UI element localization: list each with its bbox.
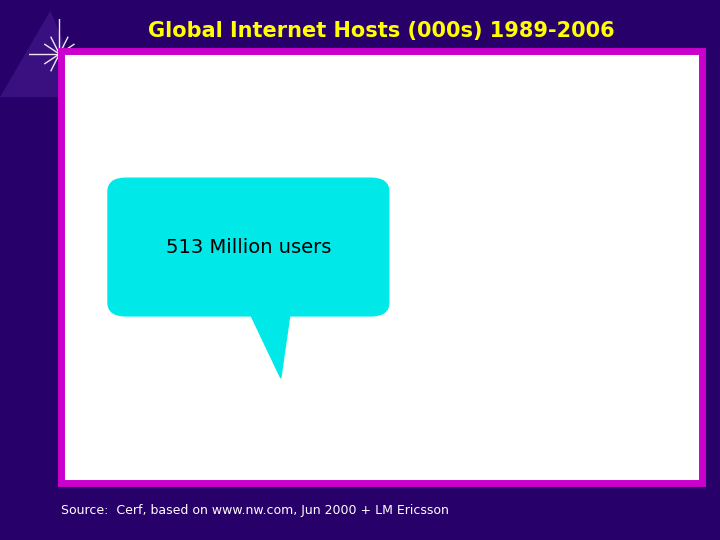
Bar: [522, 411, 534, 429]
Bar: [228, 428, 239, 429]
Bar: [447, 388, 459, 429]
Polygon shape: [245, 302, 292, 378]
Bar: [585, 294, 597, 429]
Bar: [416, 403, 428, 429]
Bar: [353, 415, 365, 429]
Text: 513 Million users: 513 Million users: [166, 238, 331, 256]
Bar: [648, 215, 660, 429]
FancyBboxPatch shape: [108, 178, 389, 316]
Bar: [573, 301, 585, 429]
Bar: [667, 242, 680, 429]
Bar: [605, 302, 616, 429]
Bar: [491, 417, 503, 429]
Text: Global Internet Hosts (000s) 1989-2006: Global Internet Hosts (000s) 1989-2006: [148, 21, 615, 42]
Bar: [459, 428, 472, 429]
Bar: [510, 340, 522, 429]
Bar: [636, 242, 648, 429]
Bar: [680, 108, 691, 429]
Bar: [479, 368, 491, 429]
Bar: [258, 427, 271, 429]
Bar: [384, 411, 397, 429]
Legend: hosts, mobiles?: hosts, mobiles?: [218, 362, 382, 388]
Bar: [290, 425, 302, 429]
Bar: [541, 302, 554, 429]
Text: Source:  Cerf, based on www.nw.com, Jun 2000 + LM Ericsson: Source: Cerf, based on www.nw.com, Jun 2…: [61, 504, 449, 517]
Bar: [554, 392, 566, 429]
Bar: [616, 293, 629, 429]
Bar: [322, 420, 333, 429]
